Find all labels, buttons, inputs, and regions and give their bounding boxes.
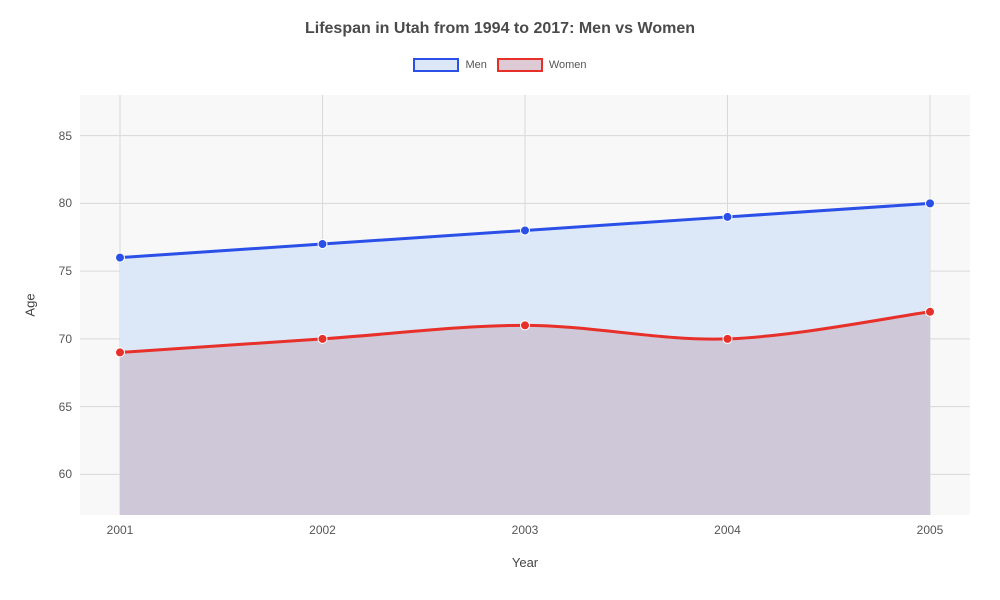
x-tick-label: 2004 <box>714 515 741 537</box>
legend-label-men: Men <box>465 59 486 71</box>
y-tick-label: 65 <box>59 400 80 414</box>
legend: Men Women <box>0 58 1000 72</box>
legend-swatch-men <box>413 58 459 72</box>
marker-men <box>116 253 125 262</box>
x-tick-label: 2002 <box>309 515 336 537</box>
x-tick-label: 2003 <box>512 515 539 537</box>
chart-svg <box>80 95 970 515</box>
marker-women <box>723 334 732 343</box>
x-tick-label: 2005 <box>917 515 944 537</box>
marker-women <box>318 334 327 343</box>
chart-container: Lifespan in Utah from 1994 to 2017: Men … <box>0 0 1000 600</box>
chart-title: Lifespan in Utah from 1994 to 2017: Men … <box>0 20 1000 38</box>
y-tick-label: 75 <box>59 264 80 278</box>
plot-area: 606570758085 20012002200320042005 <box>80 95 970 515</box>
marker-men <box>723 212 732 221</box>
legend-item-men[interactable]: Men <box>413 58 486 72</box>
marker-men <box>318 240 327 249</box>
y-tick-label: 85 <box>59 129 80 143</box>
marker-women <box>521 321 530 330</box>
marker-men <box>926 199 935 208</box>
marker-men <box>521 226 530 235</box>
marker-women <box>926 307 935 316</box>
y-tick-label: 70 <box>59 332 80 346</box>
legend-label-women: Women <box>549 59 587 71</box>
x-axis-label: Year <box>512 555 538 570</box>
legend-swatch-women <box>497 58 543 72</box>
marker-women <box>116 348 125 357</box>
y-tick-label: 80 <box>59 196 80 210</box>
y-axis-label: Age <box>23 293 38 316</box>
x-tick-label: 2001 <box>107 515 134 537</box>
legend-item-women[interactable]: Women <box>497 58 587 72</box>
y-tick-label: 60 <box>59 467 80 481</box>
